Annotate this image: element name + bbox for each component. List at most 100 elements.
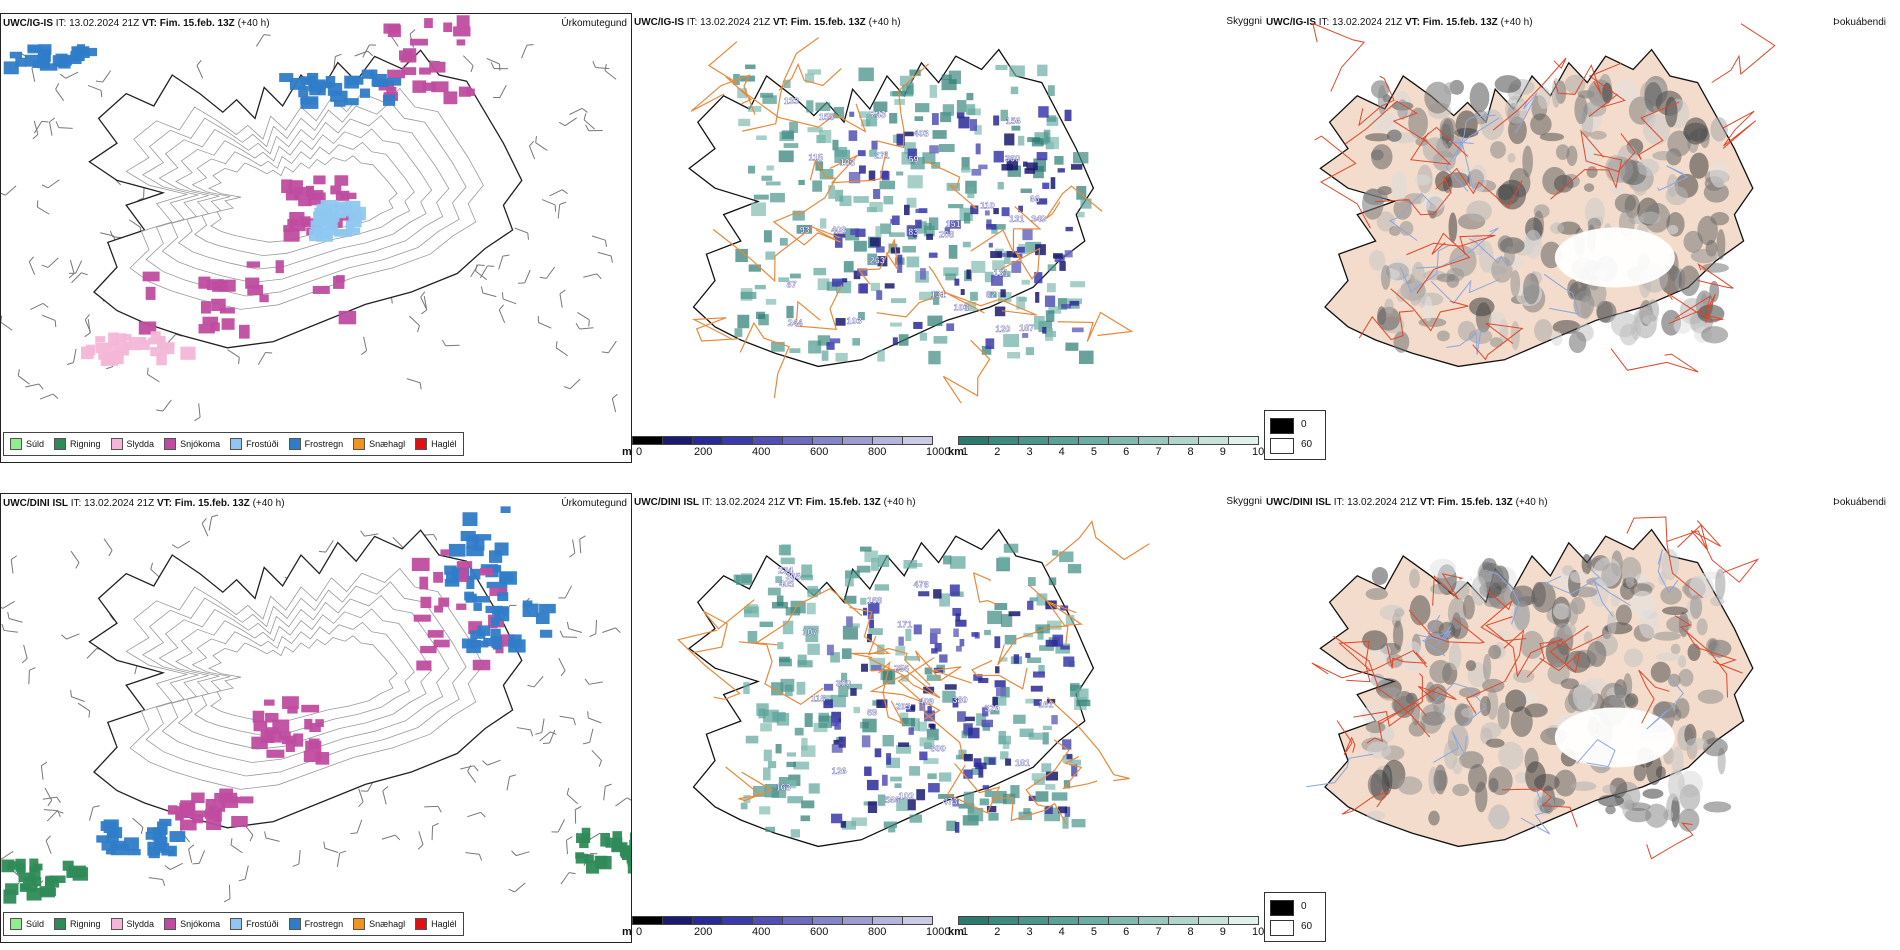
road bbox=[1408, 609, 1485, 644]
fog-shade bbox=[1662, 606, 1689, 616]
visibility-cell bbox=[994, 603, 1008, 610]
visibility-cell bbox=[801, 564, 813, 578]
visibility-cell bbox=[995, 64, 1008, 71]
legend-item: Haglél bbox=[415, 438, 457, 450]
fog-shade bbox=[1689, 152, 1709, 179]
precip-cell bbox=[490, 617, 500, 627]
wind-barb bbox=[493, 84, 507, 99]
precip-cell bbox=[298, 199, 312, 207]
fog-shade bbox=[1393, 331, 1410, 353]
fog-shade bbox=[1468, 328, 1493, 344]
visibility-cell bbox=[971, 768, 983, 776]
precip-cell bbox=[443, 91, 458, 105]
colorbar-segment bbox=[752, 916, 783, 925]
cloud-base-value: 107 bbox=[802, 627, 817, 637]
fog-shade bbox=[1443, 81, 1456, 95]
cloud-base-cell bbox=[841, 278, 848, 283]
cloud-base-cell bbox=[831, 744, 843, 753]
precip-cell bbox=[304, 718, 313, 730]
visibility-cell bbox=[1078, 350, 1094, 365]
fog-shade bbox=[1384, 298, 1394, 314]
cloud-base-cell bbox=[892, 215, 900, 226]
cloud-base-cell bbox=[915, 219, 922, 229]
visibility-cell bbox=[961, 167, 971, 173]
fog-shade bbox=[1386, 129, 1402, 142]
colorbar-segment bbox=[1168, 916, 1199, 925]
wind-barb bbox=[68, 259, 75, 279]
visibility-cell bbox=[1007, 165, 1021, 177]
fog-shade bbox=[1434, 764, 1447, 795]
cloud-base-cell bbox=[846, 616, 853, 627]
wind-barb bbox=[591, 749, 602, 767]
cloud-base-cell bbox=[1064, 806, 1071, 817]
precip-cell bbox=[180, 819, 197, 831]
terrain-contour bbox=[191, 141, 415, 257]
fog-shade bbox=[1371, 567, 1389, 585]
wind-barb bbox=[148, 877, 166, 887]
visibility-cell bbox=[1038, 320, 1053, 333]
legend-label: Rigning bbox=[70, 919, 101, 929]
precip-cell bbox=[208, 805, 217, 819]
legend-swatch bbox=[353, 438, 366, 450]
cloud-base-value: 120 bbox=[995, 324, 1010, 334]
cloud-base-cell bbox=[952, 698, 959, 708]
fog-shade bbox=[1524, 229, 1543, 259]
visibility-cell bbox=[1003, 334, 1020, 348]
precip-cell bbox=[239, 796, 254, 804]
cloud-base-cell bbox=[990, 251, 1002, 258]
visibility-cell bbox=[775, 576, 783, 584]
visibility-cell bbox=[928, 350, 941, 365]
visibility-cell bbox=[756, 311, 766, 320]
visibility-cell bbox=[942, 690, 956, 703]
wind-barb bbox=[585, 124, 603, 132]
cloud-base-value: 103 bbox=[840, 158, 855, 168]
visibility-cell bbox=[1059, 551, 1074, 563]
precip-cell bbox=[20, 883, 32, 890]
precip-cell bbox=[285, 739, 295, 752]
fog-shade bbox=[1571, 781, 1597, 792]
visibility-cell bbox=[926, 728, 939, 741]
road bbox=[1358, 75, 1395, 127]
visibility-cell bbox=[1023, 808, 1031, 815]
cloud-base-cell bbox=[1016, 246, 1025, 253]
visibility-cell bbox=[735, 248, 748, 263]
precip-cell bbox=[253, 720, 268, 732]
panel-param-title: Þokuábendi bbox=[1833, 17, 1886, 28]
visibility-cell bbox=[817, 335, 831, 346]
precip-cell bbox=[175, 813, 184, 821]
colorbar-segment bbox=[752, 436, 783, 445]
visibility-cell bbox=[1027, 657, 1042, 664]
visibility-cell bbox=[760, 723, 772, 732]
wind-barb bbox=[406, 378, 422, 390]
wind-barb bbox=[470, 264, 485, 278]
cloud-base-cell bbox=[840, 821, 847, 828]
visibility-cell bbox=[843, 261, 854, 273]
visibility-cell bbox=[910, 156, 925, 170]
precip-cell bbox=[219, 307, 235, 314]
cloud-base-cell bbox=[1063, 656, 1075, 667]
visibility-cell bbox=[745, 64, 756, 70]
precip-cell bbox=[283, 225, 295, 232]
fog-shade bbox=[1551, 77, 1561, 108]
fog-shade bbox=[1709, 161, 1730, 188]
colorbar-tick-label: 1000 bbox=[926, 446, 951, 458]
terrain-contour bbox=[142, 581, 467, 777]
visibility-cell bbox=[1046, 283, 1056, 293]
visibility-cell bbox=[858, 67, 874, 82]
cloud-base-value: 87 bbox=[786, 280, 796, 290]
fog-shade bbox=[1427, 619, 1444, 633]
visibility-cell bbox=[997, 182, 1004, 190]
visibility-cell bbox=[789, 348, 801, 354]
fog-shade bbox=[1379, 604, 1405, 621]
precip-cell bbox=[466, 546, 484, 557]
fog-shade bbox=[1381, 764, 1393, 795]
colorbar-segment bbox=[632, 436, 663, 445]
wind-barb bbox=[44, 787, 53, 807]
visibility-cell bbox=[917, 721, 927, 732]
cloud-base-cell bbox=[869, 237, 881, 247]
wind-barb bbox=[188, 844, 195, 863]
visibility-cell bbox=[1034, 315, 1045, 330]
fog-shade bbox=[1469, 164, 1487, 193]
visibility-cell bbox=[1047, 85, 1055, 96]
visibility-cell bbox=[753, 194, 769, 200]
